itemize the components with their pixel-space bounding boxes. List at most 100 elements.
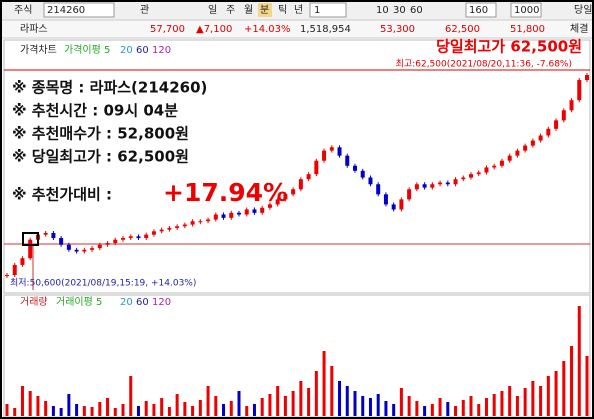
- candle: [12, 264, 17, 275]
- volume-bar: [206, 386, 210, 416]
- ma-period: 60: [136, 45, 149, 56]
- candle: [105, 243, 110, 245]
- code-box[interactable]: [43, 2, 115, 18]
- volume-bar: [121, 404, 125, 416]
- volume-bar: [345, 386, 349, 416]
- volume-bar: [222, 404, 226, 416]
- toolbar-item[interactable]: 년: [294, 4, 303, 16]
- volume: 1,518,954: [300, 24, 351, 35]
- volume-title: 거래량: [20, 296, 48, 308]
- candle: [182, 224, 187, 227]
- market[interactable]: 주식: [14, 4, 32, 16]
- option[interactable]: 당일: [574, 4, 592, 16]
- volume-bar: [500, 391, 504, 416]
- toolbar-item[interactable]: 주: [226, 5, 235, 16]
- volume-bar: [353, 391, 357, 416]
- toolbar-item[interactable]: 관: [140, 4, 149, 16]
- rate: +14.03%: [244, 24, 291, 35]
- candle: [546, 128, 551, 136]
- candle: [461, 177, 466, 180]
- volume-bar: [106, 398, 110, 416]
- volume-bar: [523, 388, 527, 416]
- volume-bar: [13, 408, 17, 416]
- toolbar-item[interactable]: 일: [208, 4, 217, 16]
- volume-bar: [160, 398, 164, 416]
- minute[interactable]: 60: [410, 5, 423, 16]
- candle: [213, 214, 218, 220]
- volume-bar: [407, 396, 411, 416]
- minute[interactable]: 30: [393, 5, 406, 16]
- volume-bar: [167, 407, 171, 416]
- volume-bar: [5, 404, 9, 416]
- open: 53,300: [380, 24, 415, 35]
- toolbar-item[interactable]: 월: [244, 4, 253, 16]
- volume-bar: [423, 406, 427, 416]
- candle: [229, 212, 234, 218]
- candle: [175, 226, 180, 228]
- volume-bars: [5, 306, 589, 416]
- volume-bar: [237, 391, 241, 416]
- change: ▲7,100: [196, 24, 232, 35]
- candle: [414, 184, 419, 190]
- ma-period: 120: [152, 45, 171, 56]
- volume-bar: [252, 404, 256, 416]
- period[interactable]: 1: [314, 5, 320, 16]
- volume-bar: [245, 406, 249, 416]
- candle: [198, 221, 203, 223]
- volume-bar: [454, 406, 458, 416]
- candle: [353, 165, 357, 171]
- annotation-line: ※ 당일최고가 : 62,500원: [12, 148, 189, 166]
- volume-bar: [531, 381, 535, 416]
- candle: [469, 174, 473, 178]
- candle: [523, 145, 528, 151]
- candle: [422, 184, 427, 188]
- period-box[interactable]: [309, 2, 347, 18]
- volume-bar: [198, 400, 202, 416]
- ma-period: 120: [152, 297, 171, 308]
- volume-bar: [392, 404, 396, 416]
- stock-name: 라파스: [20, 23, 48, 35]
- price-frame: [3, 39, 591, 294]
- volume-bar: [477, 404, 481, 416]
- count[interactable]: 160: [469, 5, 488, 16]
- candle: [399, 199, 404, 210]
- low: 51,800: [510, 24, 545, 35]
- volume-bar: [484, 398, 488, 416]
- code[interactable]: 214260: [47, 5, 85, 16]
- candle: [507, 155, 512, 161]
- volume-bar: [492, 394, 496, 416]
- high-note: 최고:62,500(2021/08/20,11:36, -7.68%): [396, 59, 572, 70]
- volume-bar: [415, 401, 419, 416]
- trade[interactable]: 체결: [570, 23, 588, 35]
- toolbar-item[interactable]: 분: [260, 4, 269, 16]
- candle: [136, 236, 141, 239]
- candle: [291, 189, 296, 195]
- max[interactable]: 1000: [514, 5, 539, 16]
- candle: [438, 182, 443, 185]
- volume-bar: [585, 356, 589, 416]
- volume-bar: [90, 407, 94, 416]
- volume-bar: [144, 401, 148, 416]
- candle: [5, 275, 9, 276]
- candle: [82, 249, 87, 252]
- toolbar-item[interactable]: 틱: [278, 4, 287, 16]
- candle: [337, 147, 342, 156]
- max-box[interactable]: [510, 2, 542, 18]
- minute[interactable]: 10: [376, 5, 389, 16]
- volume-bar: [291, 391, 295, 416]
- volume-bar: [152, 404, 156, 416]
- volume-bar: [28, 391, 32, 416]
- volume-bar: [20, 386, 24, 416]
- candle: [538, 135, 543, 141]
- volume-bar: [338, 381, 342, 416]
- candle: [20, 258, 25, 265]
- ma-label: 거래이평 5: [56, 296, 102, 308]
- candle: [206, 219, 211, 222]
- candle: [151, 231, 156, 235]
- volume-bar: [461, 400, 465, 416]
- count-box[interactable]: [465, 2, 497, 18]
- volume-bar: [98, 402, 102, 416]
- candle: [314, 160, 319, 175]
- candle: [267, 204, 272, 208]
